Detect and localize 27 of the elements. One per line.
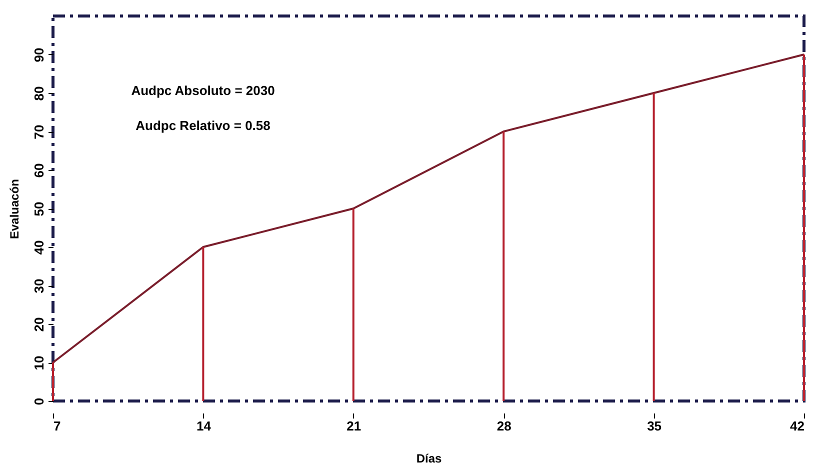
- y-tick-label: 60: [32, 163, 46, 178]
- y-tick-label: 40: [32, 240, 46, 255]
- bar: [202, 247, 204, 401]
- annotation: Audpc Absoluto = 2030: [131, 83, 275, 98]
- y-tick-label: 10: [32, 356, 46, 370]
- x-tick-label: 7: [54, 418, 61, 434]
- y-axis-title: Evaluacón: [8, 178, 22, 240]
- y-tick-label: 50: [32, 202, 46, 216]
- x-tick-label: 14: [196, 418, 212, 434]
- y-tick-label: 70: [32, 124, 46, 140]
- bar: [502, 132, 505, 401]
- y-tick-label: 80: [32, 86, 46, 101]
- x-tick-label: 35: [647, 418, 662, 434]
- line-series: [52, 54, 805, 364]
- bar: [803, 54, 805, 401]
- bar: [352, 208, 354, 401]
- y-tick-label: 20: [32, 317, 46, 332]
- bar: [52, 362, 54, 401]
- y-tick-label: 30: [32, 278, 46, 294]
- x-tick-label: 42: [790, 418, 804, 434]
- y-tick-label: 90: [32, 48, 46, 62]
- x-axis-title: Días: [416, 452, 442, 466]
- y-tick-label: 0: [32, 398, 46, 406]
- x-tick-label: 21: [346, 418, 362, 434]
- x-tick-label: 28: [496, 418, 512, 434]
- annotation: Audpc Relativo = 0.58: [136, 118, 270, 133]
- bar: [652, 93, 655, 401]
